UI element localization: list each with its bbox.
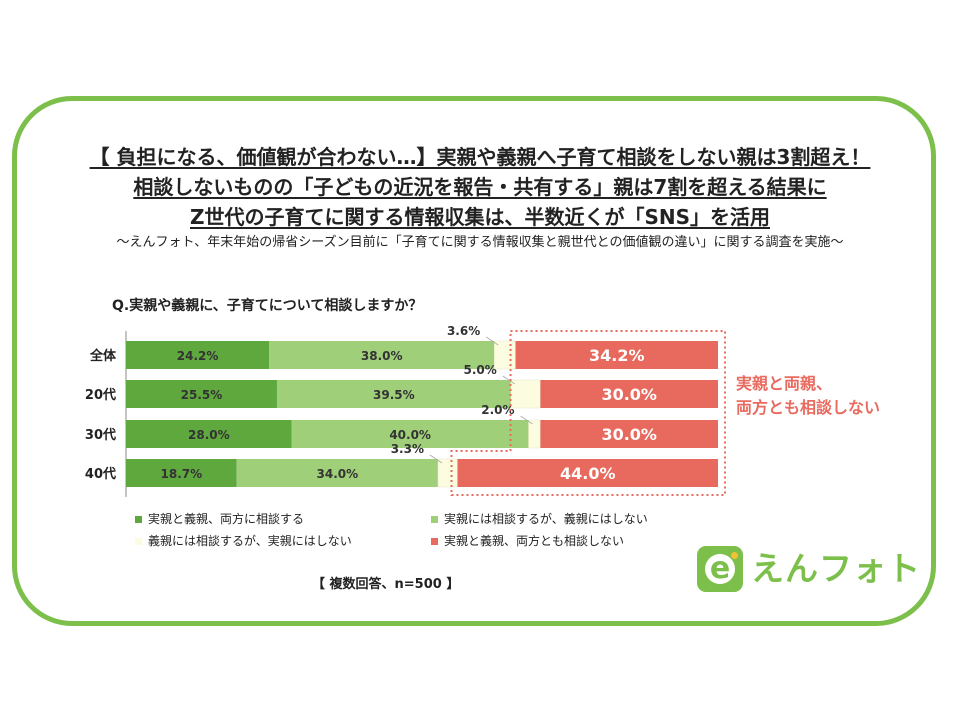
leader-line (429, 454, 443, 464)
bar-segment (126, 459, 237, 487)
callout-line-1: 実親と両親、 (736, 374, 833, 393)
category-label: 20代 (85, 387, 116, 403)
data-label: 34.2% (589, 346, 645, 365)
bar-segment (493, 340, 516, 370)
legend-item-neither: 実親と義親、両方とも相談しない (431, 533, 624, 549)
enphoto-logo: e えんフォト (697, 546, 920, 594)
bar-segment (236, 459, 438, 487)
logo-text: えんフォト (751, 549, 921, 588)
rounded-frame (12, 96, 936, 626)
data-label: 40.0% (389, 428, 431, 442)
logo-mark-letter: e (709, 551, 731, 586)
leader-line (486, 336, 499, 346)
bar-segment (540, 380, 718, 408)
data-label: 28.0% (188, 428, 230, 442)
legend-item-in-law-only: 義親には相談するが、実親にはしない (135, 533, 352, 549)
bar-segment (126, 341, 270, 369)
data-label: 34.0% (317, 467, 359, 481)
title-line-2: 相談しないものの「子どもの近況を報告・共有する」親は7割を超える結果に (133, 175, 827, 199)
bar-segment (457, 459, 718, 487)
bar-segment (126, 380, 277, 408)
leader-line (520, 415, 533, 425)
bar-segment (126, 420, 292, 448)
data-label: 38.0% (361, 349, 403, 363)
data-label: 2.0% (481, 403, 514, 417)
legend-item-both: 実親と義親、両方に相談する (135, 511, 304, 527)
legend-swatch-neither (431, 538, 438, 545)
legend-swatch-real-only (431, 516, 438, 523)
subtitle: ～えんフォト、年末年始の帰省シーズン目前に「子育てに関する情報収集と親世代との価… (116, 235, 844, 250)
data-label: 44.0% (560, 464, 616, 483)
data-label: 30.0% (601, 425, 657, 444)
category-label: 30代 (85, 427, 116, 443)
legend-label-in-law-only: 義親には相談するが、実親にはしない (148, 534, 352, 548)
data-label: 3.6% (447, 324, 480, 338)
callout-text: 実親と両親、 両方とも相談しない (736, 372, 880, 420)
data-label: 5.0% (464, 363, 497, 377)
data-label: 3.3% (391, 442, 424, 456)
title-line-3: Z世代の子育てに関する情報収集は、半数近くが「SNS」を活用 (189, 205, 771, 229)
footnote: 【 複数回答、n=500 】 (312, 577, 460, 592)
bar-segment (437, 458, 458, 488)
leader-line (502, 375, 516, 385)
bar-segment (291, 420, 529, 448)
callout-dotted-outline (450, 330, 726, 496)
bar-segment (276, 380, 511, 408)
category-label: 40代 (85, 466, 116, 482)
data-label: 24.2% (177, 349, 219, 363)
bar-segment (510, 379, 541, 409)
legend-swatch-both (135, 516, 142, 523)
callout-line-2: 両方とも相談しない (736, 398, 881, 417)
data-label: 18.7% (161, 467, 203, 481)
legend-label-neither: 実親と義親、両方とも相談しない (444, 534, 625, 548)
enphoto-logo-icon: e (697, 546, 743, 592)
bar-segment (269, 341, 495, 369)
title-line-1: 【 負担になる、価値観が合わない…】実親や義親へ子育て相談をしない親は3割超え！ (89, 145, 871, 169)
data-label: 30.0% (601, 385, 657, 404)
data-label: 25.5% (181, 388, 223, 402)
data-label: 39.5% (373, 388, 415, 402)
category-label: 全体 (89, 348, 117, 364)
bar-segment (528, 419, 541, 449)
legend-label-both: 実親と義親、両方に相談する (148, 512, 305, 526)
legend-swatch-in-law-only (135, 538, 142, 545)
bar-segment (540, 420, 718, 448)
chart-question: Q.実親や義親に、子育てについて相談しますか？ (112, 298, 423, 314)
legend-label-real-only: 実親には相談するが、義親にはしない (444, 512, 648, 526)
legend-item-real-only: 実親には相談するが、義親にはしない (431, 511, 648, 527)
bar-segment (515, 341, 718, 369)
